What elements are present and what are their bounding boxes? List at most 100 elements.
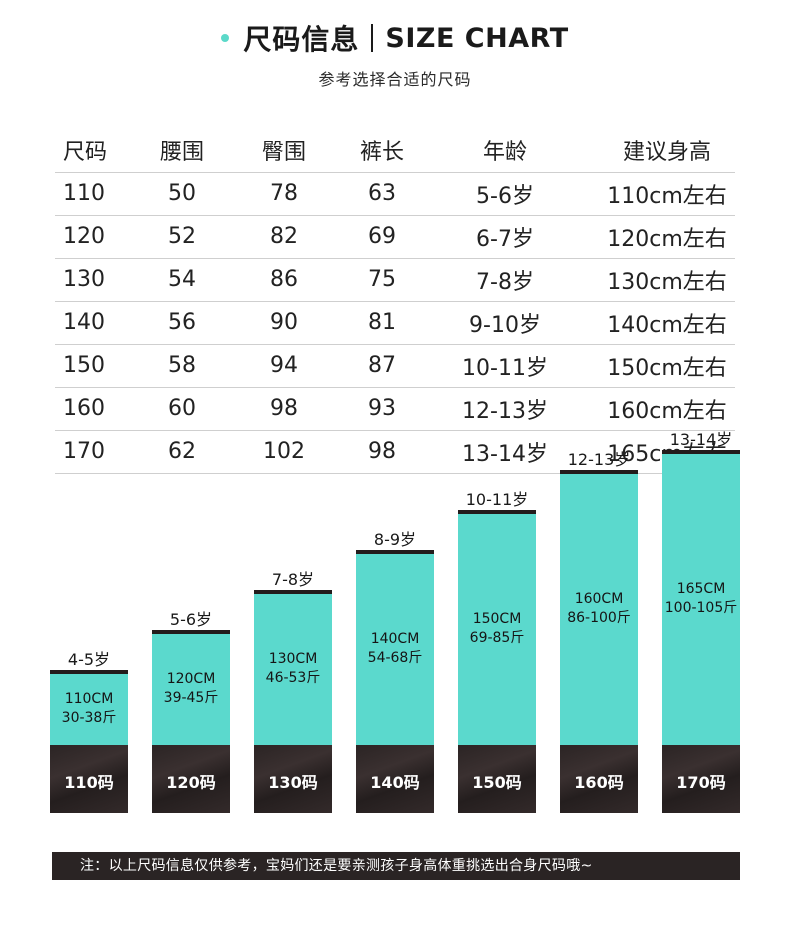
- table-row: 130 54 86 75 7-8岁 130cm左右: [55, 258, 735, 301]
- header-col-hip: 臀围: [261, 140, 307, 165]
- table-divider: [55, 172, 735, 173]
- cell-size: 110: [63, 181, 105, 206]
- accent-dot-icon: [221, 34, 230, 42]
- table-divider: [55, 301, 735, 302]
- cell-age: 6-7岁: [476, 226, 534, 252]
- bar-weight-label: 86-100斤: [567, 610, 631, 626]
- cell-size: 170: [63, 439, 105, 464]
- cell-hip: 78: [270, 181, 298, 206]
- cell-hip: 94: [270, 353, 298, 378]
- cell-length: 87: [368, 353, 396, 378]
- table-row: 150 58 94 87 10-11岁 150cm左右: [55, 344, 735, 387]
- bar-base: 120码: [152, 745, 230, 813]
- cell-waist: 54: [168, 267, 196, 292]
- bar-size-label: 120码: [166, 773, 216, 792]
- cell-waist: 50: [168, 181, 196, 206]
- cell-length: 69: [368, 224, 396, 249]
- table-divider: [55, 215, 735, 216]
- bar-info: 110CM 30-38斤: [50, 690, 128, 728]
- bar-height-label: 110CM: [64, 691, 114, 707]
- header-col-length: 裤长: [359, 140, 405, 165]
- bar-weight-label: 39-45斤: [163, 690, 219, 706]
- bar-age-label: 4-5岁: [67, 650, 111, 669]
- cell-length: 75: [368, 267, 396, 292]
- header-col-waist: 腰围: [159, 140, 205, 165]
- cell-age: 7-8岁: [476, 269, 534, 295]
- bar-info: 120CM 39-45斤: [152, 670, 230, 708]
- bar-weight-label: 69-85斤: [469, 630, 525, 646]
- bar-weight-label: 30-38斤: [61, 710, 117, 726]
- bar-height-label: 160CM: [574, 591, 624, 607]
- cell-hip: 82: [270, 224, 298, 249]
- bar-fill: 160CM 86-100斤: [560, 474, 638, 745]
- bar-fill: 110CM 30-38斤: [50, 674, 128, 745]
- table-row: 140 56 90 81 9-10岁 140cm左右: [55, 301, 735, 344]
- table-divider: [55, 258, 735, 259]
- bar-cap: [50, 670, 128, 674]
- bar-age-label: 8-9岁: [373, 530, 417, 549]
- bar-age-label: 12-13岁: [567, 450, 631, 469]
- page-header: 尺码信息 SIZE CHART: [0, 18, 790, 60]
- bar-size-label: 170码: [676, 773, 726, 792]
- bar-fill: 130CM 46-53斤: [254, 594, 332, 745]
- bar-fill: 165CM 100-105斤: [662, 454, 740, 745]
- cell-size: 120: [63, 224, 105, 249]
- bar-fill: 150CM 69-85斤: [458, 514, 536, 745]
- bar-cap: [356, 550, 434, 554]
- bar-info: 160CM 86-100斤: [560, 590, 638, 628]
- bar-height-label: 140CM: [370, 631, 420, 647]
- bar-cap: [254, 590, 332, 594]
- cell-length: 98: [368, 439, 396, 464]
- bar-cap: [152, 630, 230, 634]
- cell-waist: 58: [168, 353, 196, 378]
- table-divider: [55, 387, 735, 388]
- header-col-age: 年龄: [482, 140, 528, 165]
- cell-height: 120cm左右: [607, 226, 727, 252]
- cell-size: 130: [63, 267, 105, 292]
- cell-waist: 60: [168, 396, 196, 421]
- table-row: 120 52 82 69 6-7岁 120cm左右: [55, 215, 735, 258]
- bar-base: 130码: [254, 745, 332, 813]
- table-divider: [55, 473, 735, 474]
- bar-cap: [458, 510, 536, 514]
- cell-height: 110cm左右: [607, 183, 727, 209]
- bar-height-label: 150CM: [472, 611, 522, 627]
- table-header-row: 尺码 腰围 臀围 裤长 年龄 建议身高: [55, 128, 735, 172]
- bar-weight-label: 46-53斤: [265, 670, 321, 686]
- table-divider: [55, 430, 735, 431]
- bar-age-label: 13-14岁: [669, 430, 733, 449]
- cell-hip: 90: [270, 310, 298, 335]
- title-chinese: 尺码信息: [243, 23, 360, 56]
- title-english: SIZE CHART: [385, 22, 569, 54]
- cell-hip: 98: [270, 396, 298, 421]
- cell-age: 12-13岁: [462, 398, 548, 424]
- cell-height: 140cm左右: [607, 312, 727, 338]
- cell-age: 13-14岁: [462, 441, 548, 467]
- bar-info: 140CM 54-68斤: [356, 630, 434, 668]
- cell-length: 93: [368, 396, 396, 421]
- bar-fill: 120CM 39-45斤: [152, 634, 230, 745]
- bar-cap: [560, 470, 638, 474]
- bar-age-label: 5-6岁: [169, 610, 213, 629]
- header-col-height: 建议身高: [622, 140, 712, 165]
- bar-info: 130CM 46-53斤: [254, 650, 332, 688]
- title-row: 尺码信息 SIZE CHART: [221, 18, 568, 58]
- bar-cap: [662, 450, 740, 454]
- cell-age: 9-10岁: [469, 312, 541, 338]
- cell-height: 160cm左右: [607, 398, 727, 424]
- cell-hip: 102: [263, 439, 305, 464]
- bar-size-label: 150码: [472, 773, 522, 792]
- table-row: 110 50 78 63 5-6岁 110cm左右: [55, 172, 735, 215]
- cell-size: 140: [63, 310, 105, 335]
- cell-length: 63: [368, 181, 396, 206]
- cell-age: 10-11岁: [462, 355, 548, 381]
- bar-base: 170码: [662, 745, 740, 813]
- cell-waist: 56: [168, 310, 196, 335]
- cell-size: 160: [63, 396, 105, 421]
- bar-base: 160码: [560, 745, 638, 813]
- header-col-size: 尺码: [63, 140, 108, 165]
- bar-size-label: 110码: [64, 773, 114, 792]
- bar-height-label: 120CM: [166, 671, 216, 687]
- bar-size-label: 130码: [268, 773, 318, 792]
